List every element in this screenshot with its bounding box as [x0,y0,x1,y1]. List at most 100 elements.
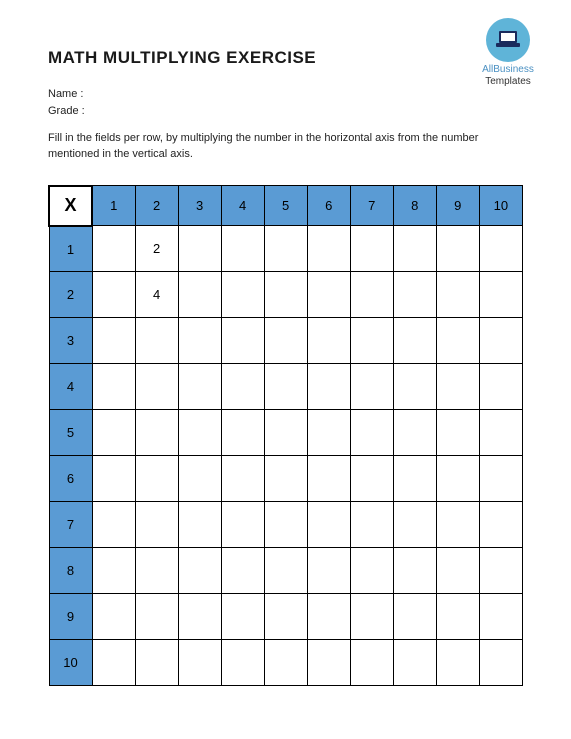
table-cell[interactable] [479,502,522,548]
table-cell[interactable] [307,548,350,594]
table-cell[interactable] [350,410,393,456]
table-cell[interactable] [178,594,221,640]
table-cell[interactable] [436,226,479,272]
table-cell[interactable] [436,594,479,640]
table-cell[interactable] [264,548,307,594]
table-cell[interactable] [92,410,135,456]
table-cell[interactable] [350,272,393,318]
table-cell[interactable] [221,548,264,594]
table-cell[interactable] [221,410,264,456]
table-cell[interactable] [393,594,436,640]
table-cell[interactable] [350,594,393,640]
table-cell[interactable] [264,272,307,318]
table-cell[interactable] [393,364,436,410]
table-cell[interactable] [350,456,393,502]
table-cell[interactable] [178,272,221,318]
table-cell[interactable] [264,410,307,456]
table-cell[interactable] [221,640,264,686]
table-cell[interactable] [479,318,522,364]
table-cell[interactable]: 4 [135,272,178,318]
table-cell[interactable] [135,456,178,502]
table-cell[interactable] [436,456,479,502]
table-cell[interactable] [436,318,479,364]
table-cell[interactable] [350,640,393,686]
table-cell[interactable] [264,502,307,548]
table-cell[interactable] [264,364,307,410]
table-cell[interactable] [135,594,178,640]
table-cell[interactable] [307,502,350,548]
table-cell[interactable] [436,640,479,686]
table-cell[interactable] [178,318,221,364]
table-cell[interactable] [221,364,264,410]
table-cell[interactable] [393,272,436,318]
table-cell[interactable] [479,548,522,594]
table-cell[interactable] [307,226,350,272]
table-cell[interactable] [436,364,479,410]
table-cell[interactable] [221,456,264,502]
table-cell[interactable] [135,410,178,456]
table-cell[interactable] [393,502,436,548]
table-cell[interactable] [178,640,221,686]
table-cell[interactable] [350,502,393,548]
table-cell[interactable] [178,456,221,502]
table-cell[interactable] [221,272,264,318]
table-cell[interactable] [393,640,436,686]
table-cell[interactable] [135,318,178,364]
table-cell[interactable] [92,502,135,548]
table-cell[interactable] [307,640,350,686]
table-cell[interactable] [178,502,221,548]
table-cell[interactable] [479,364,522,410]
table-cell[interactable] [350,318,393,364]
table-cell[interactable] [350,548,393,594]
table-cell[interactable] [307,272,350,318]
table-cell[interactable] [393,456,436,502]
table-cell[interactable] [221,594,264,640]
table-cell[interactable] [92,272,135,318]
table-cell[interactable] [92,594,135,640]
table-cell[interactable] [264,640,307,686]
table-cell[interactable] [393,226,436,272]
table-cell[interactable] [221,226,264,272]
table-cell[interactable] [479,272,522,318]
table-cell[interactable] [135,548,178,594]
table-cell[interactable] [264,226,307,272]
table-cell[interactable] [479,410,522,456]
table-cell[interactable] [178,226,221,272]
table-cell[interactable] [178,548,221,594]
table-cell[interactable] [479,594,522,640]
table-cell[interactable] [92,640,135,686]
table-cell[interactable] [393,410,436,456]
table-cell[interactable] [307,318,350,364]
table-cell[interactable] [92,548,135,594]
table-cell[interactable] [307,364,350,410]
table-cell[interactable] [221,318,264,364]
table-cell[interactable] [264,456,307,502]
table-cell[interactable] [264,318,307,364]
table-cell[interactable] [479,456,522,502]
table-cell[interactable] [135,502,178,548]
table-cell[interactable] [479,640,522,686]
table-cell[interactable] [436,548,479,594]
table-cell[interactable] [307,410,350,456]
table-cell[interactable] [350,226,393,272]
table-cell[interactable] [307,594,350,640]
table-cell[interactable] [135,364,178,410]
table-cell[interactable]: 2 [135,226,178,272]
table-cell[interactable] [264,594,307,640]
table-cell[interactable] [92,318,135,364]
table-cell[interactable] [178,410,221,456]
table-cell[interactable] [92,364,135,410]
table-cell[interactable] [307,456,350,502]
table-cell[interactable] [436,502,479,548]
table-cell[interactable] [178,364,221,410]
table-cell[interactable] [436,410,479,456]
table-cell[interactable] [135,640,178,686]
table-cell[interactable] [393,318,436,364]
table-cell[interactable] [350,364,393,410]
table-cell[interactable] [479,226,522,272]
table-cell[interactable] [436,272,479,318]
table-cell[interactable] [92,456,135,502]
table-cell[interactable] [92,226,135,272]
table-cell[interactable] [393,548,436,594]
table-cell[interactable] [221,502,264,548]
